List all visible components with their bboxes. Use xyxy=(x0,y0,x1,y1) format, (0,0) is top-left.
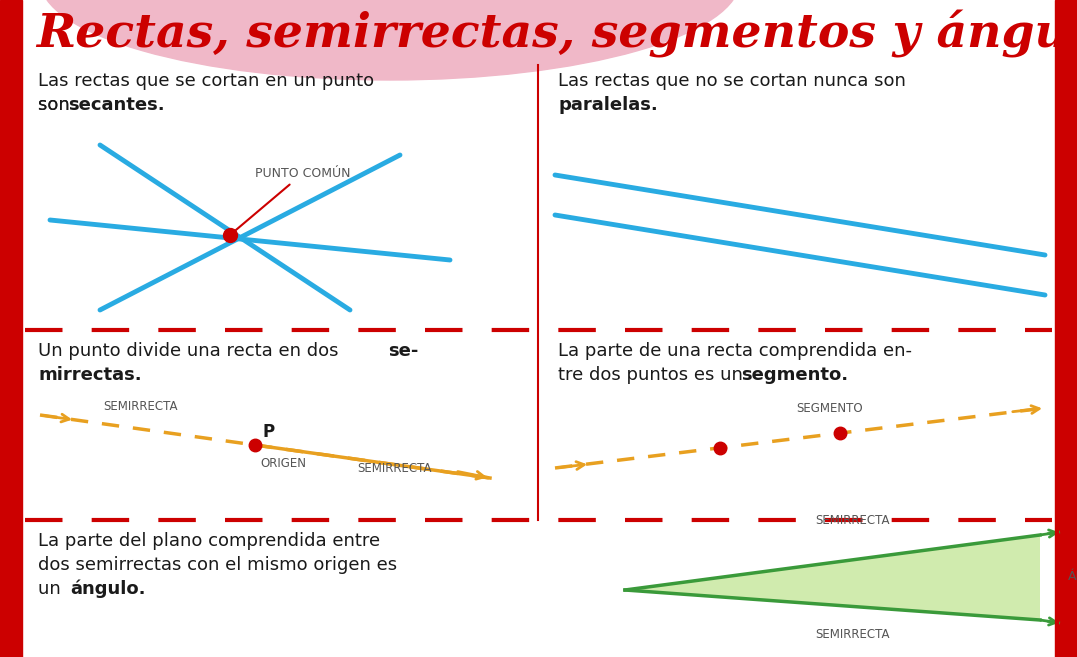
Ellipse shape xyxy=(40,0,740,80)
Text: Las rectas que no se cortan nunca son: Las rectas que no se cortan nunca son xyxy=(558,72,906,90)
Text: segmento.: segmento. xyxy=(741,366,848,384)
Text: secantes.: secantes. xyxy=(68,96,165,114)
Text: ORIGEN: ORIGEN xyxy=(260,457,306,470)
Text: SEGMENTO: SEGMENTO xyxy=(797,402,864,415)
Text: mirrectas.: mirrectas. xyxy=(38,366,141,384)
Text: SEMIRRECTA: SEMIRRECTA xyxy=(814,628,890,641)
Text: dos semirrectas con el mismo origen es: dos semirrectas con el mismo origen es xyxy=(38,556,397,574)
Text: son: son xyxy=(38,96,75,114)
Text: paralelas.: paralelas. xyxy=(558,96,658,114)
Polygon shape xyxy=(625,535,1040,620)
Text: ángulo.: ángulo. xyxy=(70,580,145,599)
Text: SEMIRRECTA: SEMIRRECTA xyxy=(358,462,432,475)
Polygon shape xyxy=(1055,0,1077,657)
Text: Las rectas que se cortan en un punto: Las rectas que se cortan en un punto xyxy=(38,72,374,90)
Text: P: P xyxy=(263,423,275,441)
Text: se-: se- xyxy=(388,342,418,360)
Text: son: son xyxy=(38,96,75,114)
Text: tre dos puntos es un: tre dos puntos es un xyxy=(558,366,749,384)
Text: La parte del plano comprendida entre: La parte del plano comprendida entre xyxy=(38,532,380,550)
Text: SEMIRRECTA: SEMIRRECTA xyxy=(814,514,890,527)
Polygon shape xyxy=(0,0,22,657)
Text: ÁNGULO: ÁNGULO xyxy=(1068,570,1077,583)
Text: SEMIRRECTA: SEMIRRECTA xyxy=(102,400,178,413)
Text: PUNTO COMÚN: PUNTO COMÚN xyxy=(233,167,350,233)
Text: Un punto divide una recta en dos: Un punto divide una recta en dos xyxy=(38,342,345,360)
Text: Rectas, semirrectas, segmentos y ángulos: Rectas, semirrectas, segmentos y ángulos xyxy=(36,10,1077,58)
Text: un: un xyxy=(38,580,67,598)
Text: La parte de una recta comprendida en-: La parte de una recta comprendida en- xyxy=(558,342,912,360)
